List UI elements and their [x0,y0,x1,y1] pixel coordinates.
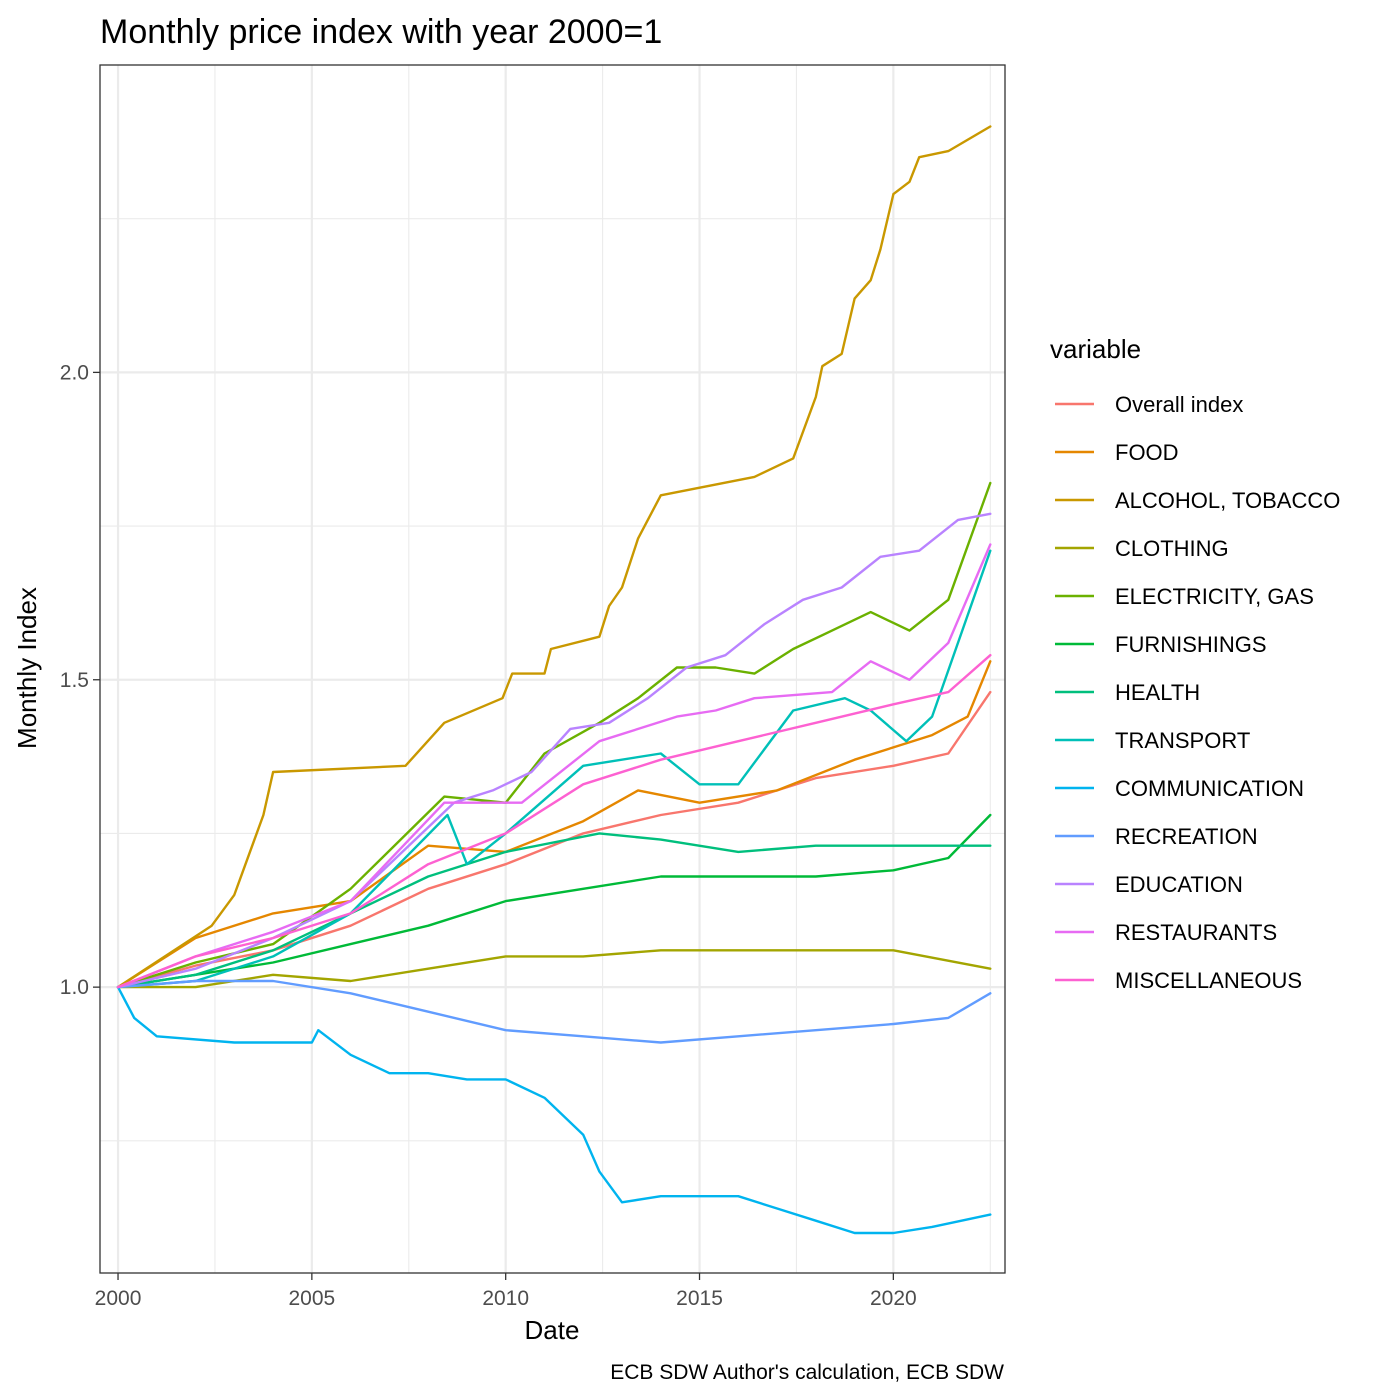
chart-title: Monthly price index with year 2000=1 [100,13,662,51]
x-tick-label: 2005 [288,1287,335,1310]
legend-label-electricity-gas: ELECTRICITY, GAS [1115,584,1314,609]
x-tick-label: 2010 [482,1287,529,1310]
y-tick-label: 2.0 [60,361,89,384]
series-line-communication [116,985,992,1235]
x-tick-label: 2020 [870,1287,917,1310]
x-tick-label: 2015 [676,1287,723,1310]
legend-label-furnishings: FURNISHINGS [1115,632,1267,657]
plot-panel-border [99,64,1006,1274]
series-line-education [116,512,992,989]
major-gridlines [100,65,1005,1273]
legend: Overall index FOOD ALCOHOL, TOBACCO CLOTHIN… [1055,392,1340,993]
y-tick-label: 1.5 [60,669,89,692]
series-layer [116,125,992,1235]
legend-label-miscellaneous: MISCELLANEOUS [1115,968,1302,993]
legend-label-food: FOOD [1115,440,1179,465]
y-tick-label: 1.0 [60,976,89,999]
legend-label-transport: TRANSPORT [1115,728,1250,753]
series-line-miscellaneous [116,654,992,989]
chart-caption: ECB SDW Author's calculation, ECB SDW [610,1361,1004,1384]
legend-label-overall-index: Overall index [1115,392,1243,417]
x-axis: 2000 2005 2010 2015 2020 [95,1273,917,1310]
series-line-clothing [116,949,992,989]
y-axis-title: Monthly Index [12,587,42,749]
series-line-electricity-gas [116,481,992,989]
legend-label-recreation: RECREATION [1115,824,1258,849]
series-line-recreation [116,979,992,1044]
legend-label-health: HEALTH [1115,680,1200,705]
series-line-furnishings [116,813,992,989]
x-tick-label: 2000 [95,1287,142,1310]
minor-gridlines [100,65,1005,1273]
x-axis-title: Date [525,1315,580,1345]
series-line-alcohol-tobacco [116,125,992,989]
legend-label-communication: COMMUNICATION [1115,776,1304,801]
legend-label-education: EDUCATION [1115,872,1243,897]
series-line-food [116,660,992,989]
legend-label-alcohol-tobacco: ALCOHOL, TOBACCO [1115,488,1340,513]
legend-label-clothing: CLOTHING [1115,536,1229,561]
series-line-transport [116,549,992,989]
legend-label-restaurants: RESTAURANTS [1115,920,1277,945]
series-line-restaurants [116,543,992,989]
legend-title: variable [1050,334,1141,364]
series-line-health [116,832,992,989]
y-axis: 1.0 1.5 2.0 [60,361,100,999]
